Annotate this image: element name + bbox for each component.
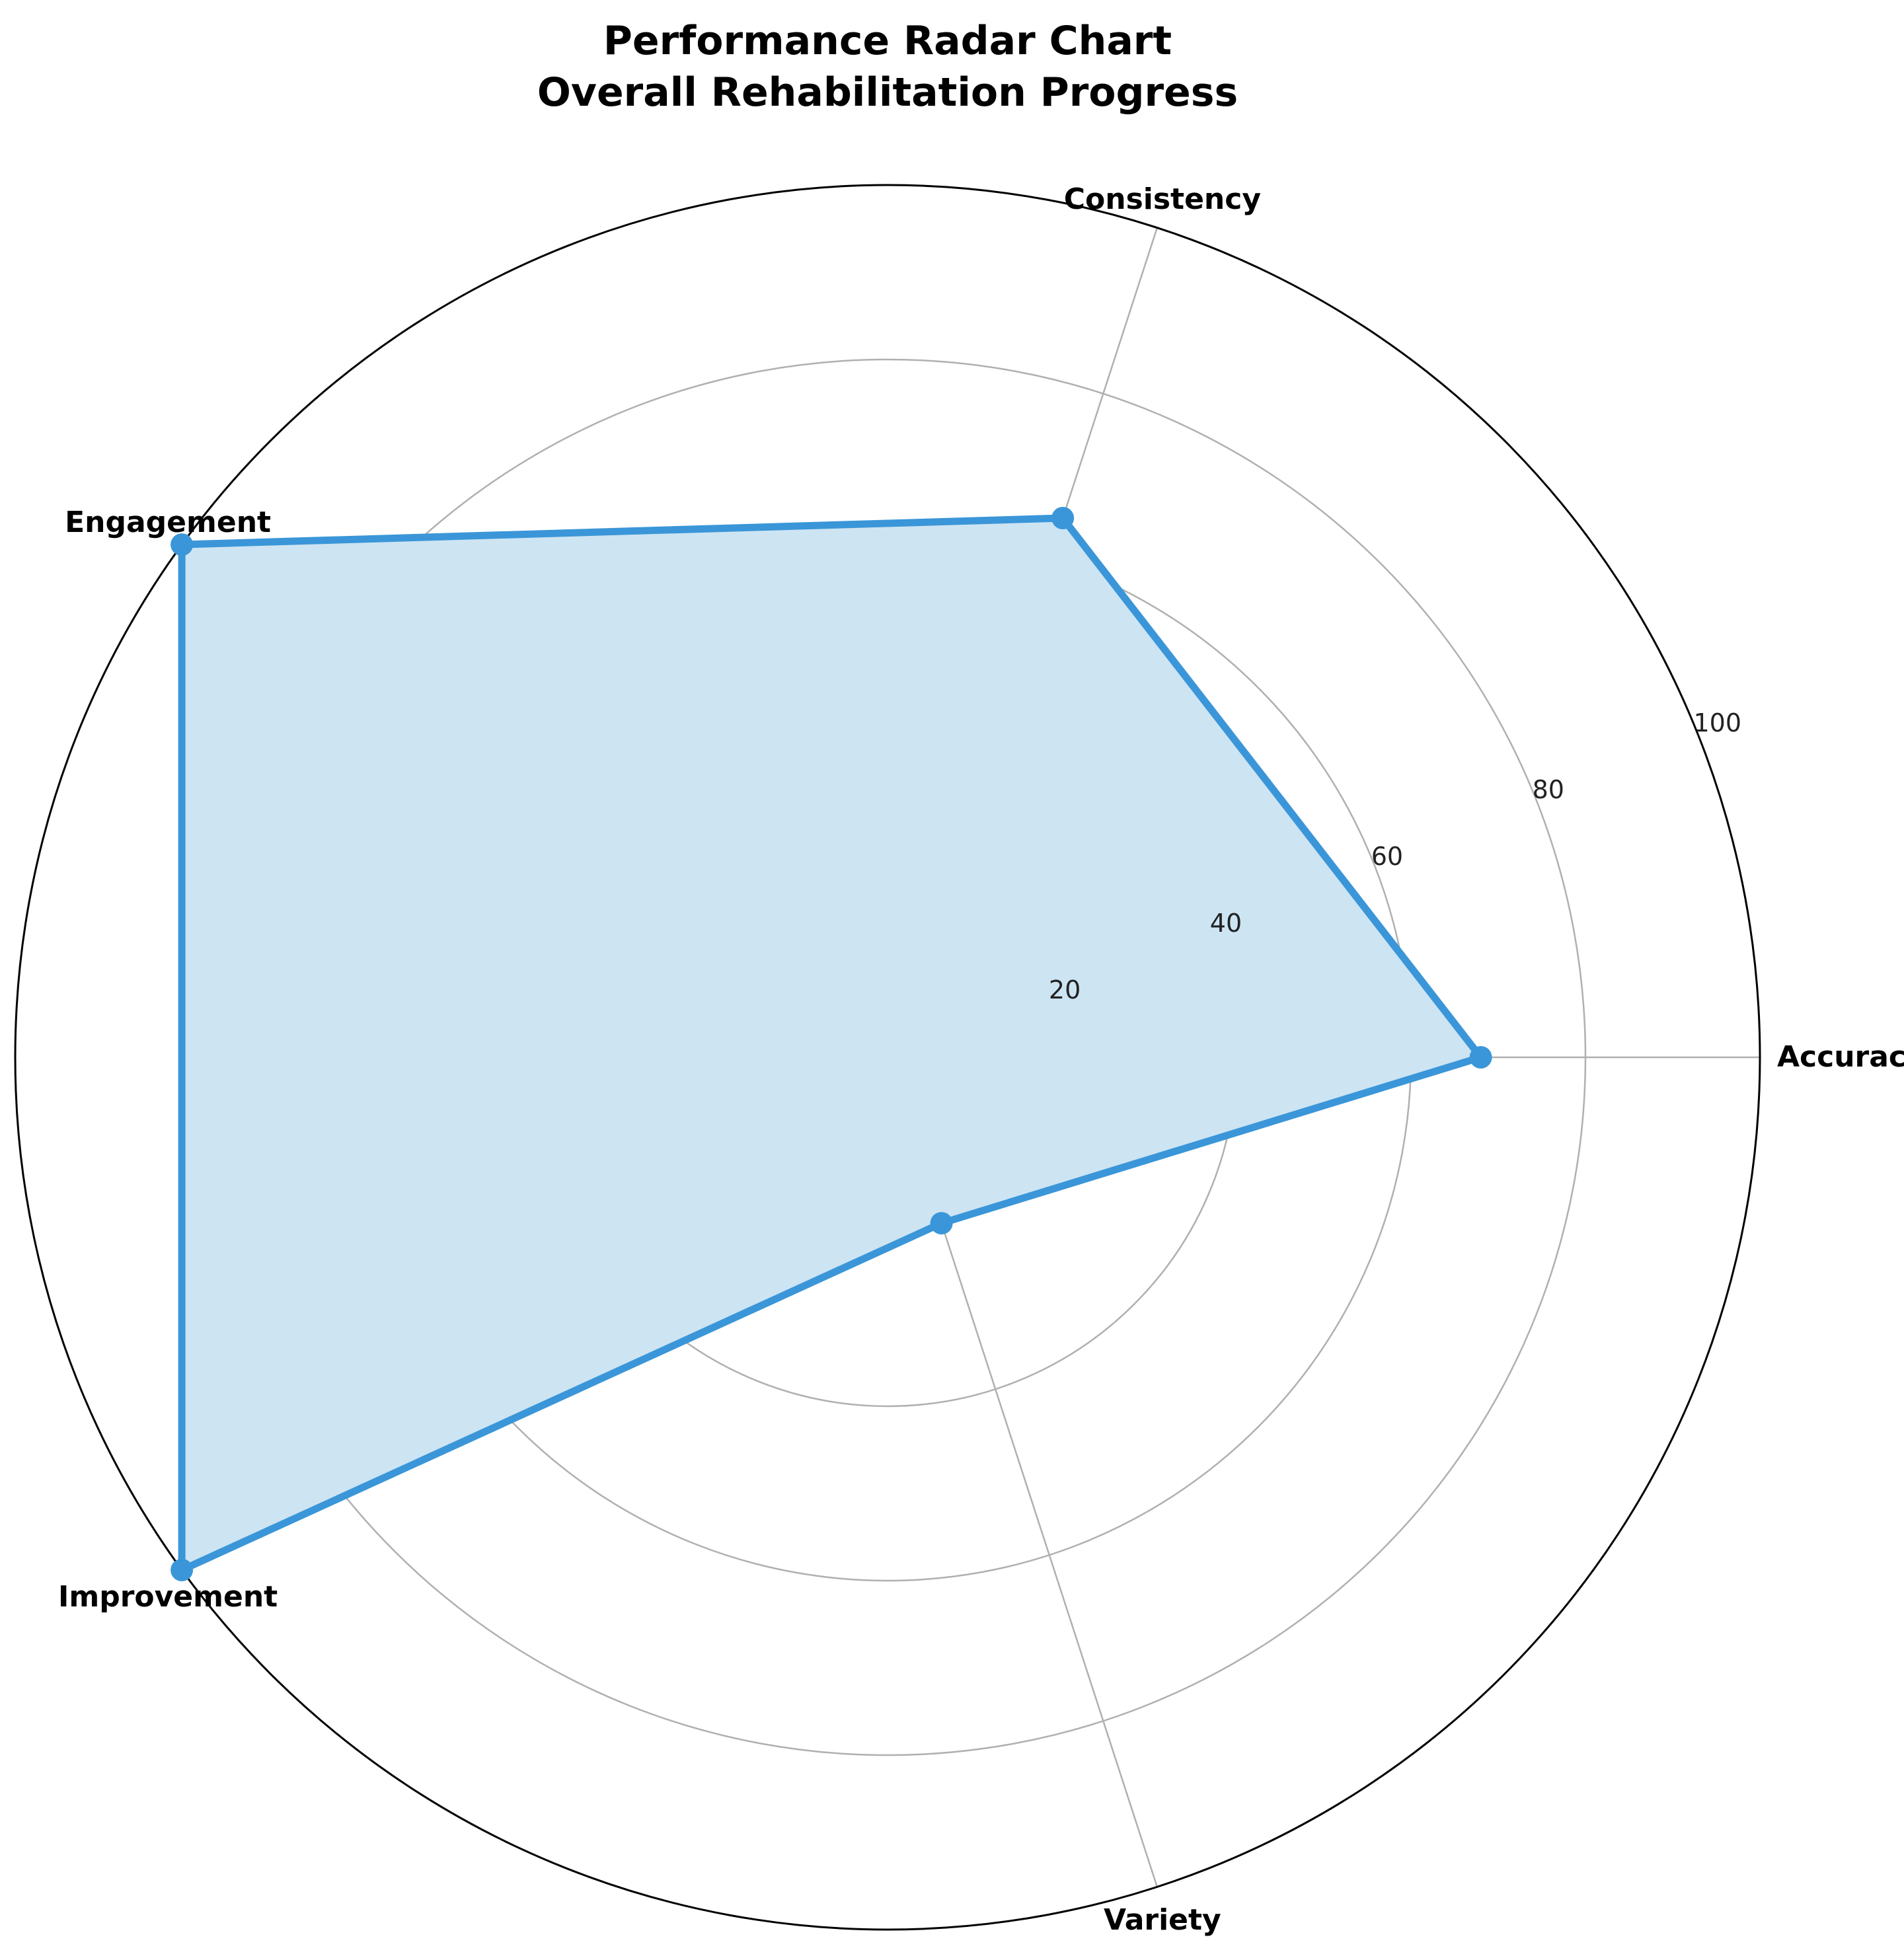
data-point-accuracy xyxy=(1469,1046,1492,1069)
outer-ring xyxy=(14,184,1761,1931)
data-point-improvement xyxy=(171,1558,194,1581)
radial-tick-label: 60 xyxy=(1371,842,1403,871)
radial-tick-label: 40 xyxy=(1210,909,1242,938)
chart-subtitle: Overall Rehabilitation Progress xyxy=(537,69,1238,116)
data-point-consistency xyxy=(1051,506,1075,529)
data-point-variety xyxy=(930,1212,953,1235)
axis-label-variety: Variety xyxy=(1104,1903,1221,1937)
series-line xyxy=(178,514,1487,1576)
radial-tick-label: 80 xyxy=(1533,775,1564,804)
chart-title: Performance Radar Chart xyxy=(603,18,1172,64)
axis-label-improvement: Improvement xyxy=(58,1580,278,1614)
data-point-engagement xyxy=(171,533,194,556)
radial-tick-label: 20 xyxy=(1049,975,1081,1004)
radial-tick-label: 100 xyxy=(1694,708,1742,737)
axis-label-consistency: Consistency xyxy=(1064,182,1261,216)
series-layer xyxy=(171,506,1492,1581)
label-layer: 20 40 60 80 100 Accuracy Consistency Engagement… xyxy=(58,182,1904,1937)
axis-label-engagement: Engagement xyxy=(65,506,271,539)
series-area xyxy=(182,518,1481,1570)
axis-label-accuracy: Accuracy xyxy=(1777,1040,1904,1074)
